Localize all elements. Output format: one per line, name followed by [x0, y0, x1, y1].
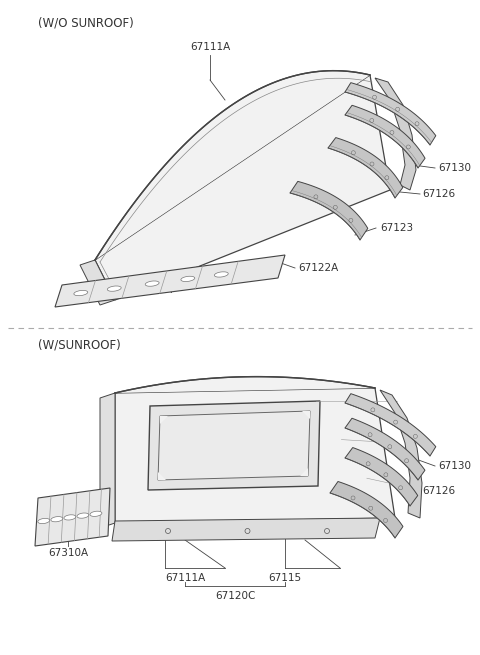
Ellipse shape: [181, 276, 195, 282]
Polygon shape: [80, 260, 115, 305]
Polygon shape: [290, 181, 368, 240]
Ellipse shape: [51, 517, 63, 522]
Text: 67122A: 67122A: [298, 263, 338, 273]
Polygon shape: [55, 255, 285, 307]
Polygon shape: [160, 416, 168, 424]
Ellipse shape: [64, 515, 76, 520]
Polygon shape: [330, 481, 403, 538]
Text: 67310A: 67310A: [132, 285, 172, 295]
Ellipse shape: [145, 281, 159, 286]
Polygon shape: [158, 411, 310, 480]
Polygon shape: [112, 518, 380, 541]
Text: 67111A: 67111A: [190, 42, 230, 52]
Text: 67126: 67126: [422, 486, 455, 496]
Polygon shape: [345, 447, 418, 506]
Polygon shape: [100, 393, 115, 528]
Text: 67111A: 67111A: [165, 573, 205, 583]
Polygon shape: [345, 419, 425, 480]
Polygon shape: [380, 390, 422, 518]
Text: 67120C: 67120C: [215, 591, 255, 601]
Polygon shape: [300, 468, 308, 476]
Ellipse shape: [74, 290, 88, 295]
Ellipse shape: [38, 518, 50, 523]
Ellipse shape: [108, 286, 121, 291]
Polygon shape: [345, 394, 436, 456]
Text: 67130: 67130: [438, 163, 471, 173]
Text: 67123: 67123: [380, 223, 413, 233]
Polygon shape: [345, 83, 436, 145]
Ellipse shape: [90, 511, 102, 516]
Text: 67126: 67126: [422, 189, 455, 199]
Text: (W/O SUNROOF): (W/O SUNROOF): [38, 16, 134, 29]
Text: (W/SUNROOF): (W/SUNROOF): [38, 338, 121, 351]
Polygon shape: [328, 138, 403, 198]
Ellipse shape: [77, 513, 89, 518]
Polygon shape: [375, 78, 416, 190]
Polygon shape: [95, 75, 390, 300]
Text: 67115: 67115: [268, 573, 301, 583]
Ellipse shape: [215, 272, 228, 277]
Text: 67310A: 67310A: [48, 548, 88, 558]
Polygon shape: [115, 377, 375, 393]
Polygon shape: [35, 488, 110, 546]
Polygon shape: [115, 388, 395, 523]
Polygon shape: [95, 71, 370, 260]
Polygon shape: [345, 105, 425, 168]
Polygon shape: [148, 401, 320, 490]
Text: 67130: 67130: [438, 461, 471, 471]
Polygon shape: [302, 411, 310, 419]
Polygon shape: [158, 472, 166, 480]
